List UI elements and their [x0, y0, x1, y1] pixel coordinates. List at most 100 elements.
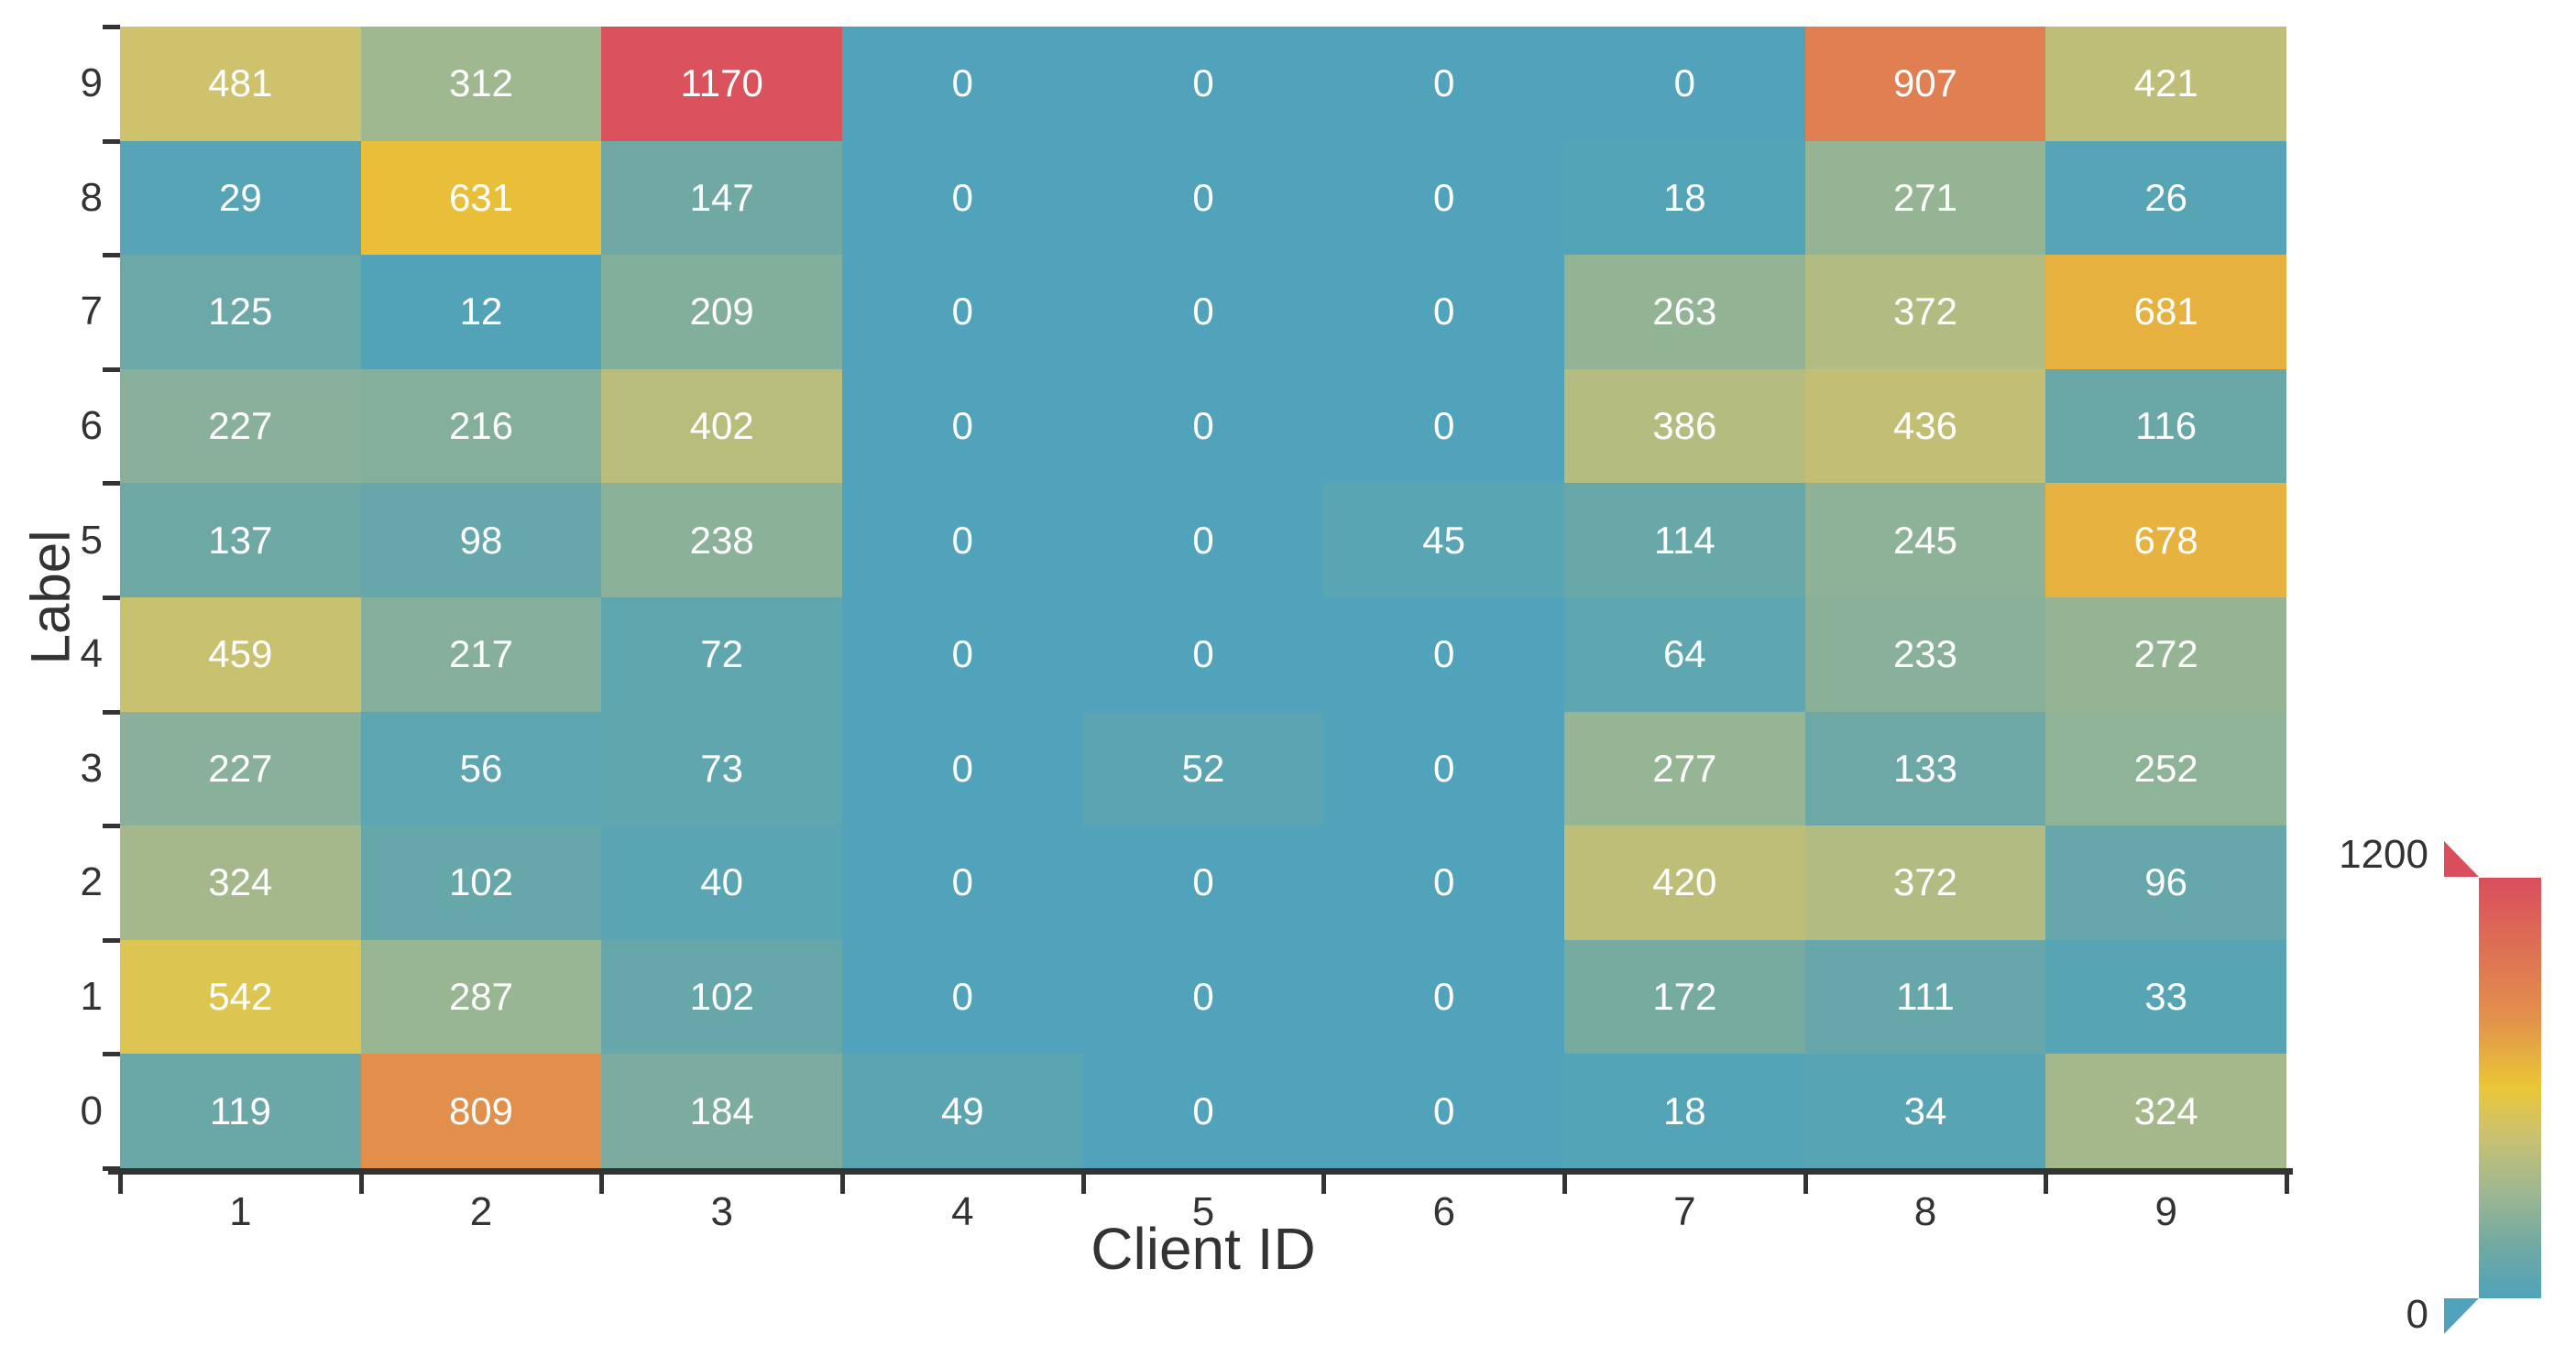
heatmap-cell[interactable]: 0 [1082, 596, 1324, 712]
heatmap-cell[interactable]: 0 [841, 27, 1083, 141]
x-axis-tick-label: 3 [710, 1189, 733, 1234]
heatmap-cell[interactable]: 40 [601, 826, 842, 940]
heatmap-cell[interactable]: 125 [120, 255, 361, 369]
heatmap-cell[interactable]: 119 [120, 1054, 361, 1168]
heatmap-cell[interactable]: 0 [841, 483, 1083, 597]
heatmap-cell[interactable]: 0 [1323, 826, 1564, 940]
heatmap-cell[interactable]: 0 [1082, 140, 1324, 256]
heatmap-cell[interactable]: 0 [1082, 255, 1324, 369]
heatmap-cell[interactable]: 29 [120, 140, 361, 256]
heatmap-cell[interactable]: 0 [841, 596, 1083, 712]
heatmap-cell[interactable]: 98 [360, 483, 602, 597]
heatmap-cell[interactable]: 0 [1323, 368, 1564, 484]
heatmap-cell[interactable]: 809 [360, 1054, 602, 1168]
x-axis-tick-mark [1562, 1175, 1567, 1194]
heatmap-cell[interactable]: 116 [2045, 368, 2286, 484]
heatmap-cell[interactable]: 26 [2045, 140, 2286, 256]
heatmap-cell[interactable]: 386 [1563, 368, 1805, 484]
heatmap-cell[interactable]: 238 [601, 483, 842, 597]
heatmap-cell[interactable]: 324 [120, 826, 361, 940]
heatmap-cell[interactable]: 372 [1804, 826, 2046, 940]
heatmap-cell[interactable]: 64 [1563, 596, 1805, 712]
heatmap-cell[interactable]: 421 [2045, 27, 2286, 141]
heatmap-cell[interactable]: 172 [1563, 939, 1805, 1055]
heatmap-cell[interactable]: 56 [360, 711, 602, 826]
heatmap-cell[interactable]: 0 [1323, 140, 1564, 256]
heatmap-cell[interactable]: 137 [120, 483, 361, 597]
heatmap-cell[interactable]: 372 [1804, 255, 2046, 369]
heatmap-cell[interactable]: 133 [1804, 711, 2046, 826]
x-axis-tick-label: 9 [2154, 1189, 2177, 1234]
heatmap-cell[interactable]: 227 [120, 711, 361, 826]
heatmap-cell[interactable]: 18 [1563, 1054, 1805, 1168]
heatmap-cell[interactable]: 271 [1804, 140, 2046, 256]
colorbar-max-handle-icon[interactable] [2444, 841, 2479, 877]
heatmap-cell[interactable]: 72 [601, 596, 842, 712]
heatmap-cell[interactable]: 0 [1082, 826, 1324, 940]
heatmap-cell[interactable]: 0 [1323, 27, 1564, 141]
heatmap-cell[interactable]: 542 [120, 939, 361, 1055]
heatmap-cell[interactable]: 216 [360, 368, 602, 484]
heatmap-cell[interactable]: 209 [601, 255, 842, 369]
heatmap-cell[interactable]: 1170 [601, 27, 842, 141]
heatmap-cell[interactable]: 631 [360, 140, 602, 256]
y-axis-tick-mark [103, 253, 120, 258]
heatmap-cell[interactable]: 0 [1563, 27, 1805, 141]
heatmap-cell[interactable]: 34 [1804, 1054, 2046, 1168]
heatmap-cell[interactable]: 0 [841, 368, 1083, 484]
heatmap-cell[interactable]: 0 [841, 939, 1083, 1055]
heatmap-cell[interactable]: 111 [1804, 939, 2046, 1055]
colorbar-gradient-bar[interactable] [2479, 878, 2541, 1298]
heatmap-cell[interactable]: 263 [1563, 255, 1805, 369]
heatmap-cell[interactable]: 324 [2045, 1054, 2286, 1168]
heatmap-cell[interactable]: 147 [601, 140, 842, 256]
heatmap-cell[interactable]: 0 [1082, 939, 1324, 1055]
heatmap-cell[interactable]: 459 [120, 596, 361, 712]
x-axis-tick-label: 7 [1673, 1189, 1696, 1234]
heatmap-cell[interactable]: 681 [2045, 255, 2286, 369]
heatmap-cell[interactable]: 0 [1323, 596, 1564, 712]
heatmap-cell[interactable]: 227 [120, 368, 361, 484]
heatmap-cell[interactable]: 402 [601, 368, 842, 484]
heatmap-cell[interactable]: 0 [1082, 1054, 1324, 1168]
heatmap-cell[interactable]: 436 [1804, 368, 2046, 484]
heatmap-cell[interactable]: 0 [1082, 27, 1324, 141]
heatmap-cell[interactable]: 0 [1323, 255, 1564, 369]
heatmap-cell[interactable]: 12 [360, 255, 602, 369]
heatmap-cell[interactable]: 0 [841, 826, 1083, 940]
heatmap-cell[interactable]: 73 [601, 711, 842, 826]
heatmap-cell[interactable]: 0 [841, 711, 1083, 826]
heatmap-cell[interactable]: 102 [601, 939, 842, 1055]
heatmap-cell[interactable]: 907 [1804, 27, 2046, 141]
x-axis-tick-mark [358, 1175, 364, 1194]
heatmap-cell[interactable]: 49 [841, 1054, 1083, 1168]
heatmap-cell[interactable]: 287 [360, 939, 602, 1055]
heatmap-cell[interactable]: 33 [2045, 939, 2286, 1055]
heatmap-cell[interactable]: 312 [360, 27, 602, 141]
colorbar-min-label: 0 [2406, 1292, 2428, 1337]
heatmap-cell[interactable]: 0 [1082, 368, 1324, 484]
heatmap-cell[interactable]: 45 [1323, 483, 1564, 597]
heatmap-cell[interactable]: 96 [2045, 826, 2286, 940]
heatmap-cell[interactable]: 102 [360, 826, 602, 940]
heatmap-cell[interactable]: 678 [2045, 483, 2286, 597]
heatmap-cell[interactable]: 245 [1804, 483, 2046, 597]
heatmap-cell[interactable]: 0 [1323, 939, 1564, 1055]
heatmap-cell[interactable]: 217 [360, 596, 602, 712]
heatmap-cell[interactable]: 420 [1563, 826, 1805, 940]
heatmap-cell[interactable]: 0 [1082, 483, 1324, 597]
heatmap-cell[interactable]: 184 [601, 1054, 842, 1168]
colorbar-min-handle-icon[interactable] [2444, 1298, 2479, 1334]
heatmap-cell[interactable]: 481 [120, 27, 361, 141]
heatmap-cell[interactable]: 0 [841, 255, 1083, 369]
heatmap-cell[interactable]: 0 [1323, 1054, 1564, 1168]
heatmap-cell[interactable]: 272 [2045, 596, 2286, 712]
heatmap-cell[interactable]: 252 [2045, 711, 2286, 826]
heatmap-cell[interactable]: 114 [1563, 483, 1805, 597]
heatmap-cell[interactable]: 0 [1323, 711, 1564, 826]
heatmap-cell[interactable]: 0 [841, 140, 1083, 256]
heatmap-cell[interactable]: 277 [1563, 711, 1805, 826]
heatmap-cell[interactable]: 52 [1082, 711, 1324, 826]
heatmap-cell[interactable]: 233 [1804, 596, 2046, 712]
heatmap-cell[interactable]: 18 [1563, 140, 1805, 256]
